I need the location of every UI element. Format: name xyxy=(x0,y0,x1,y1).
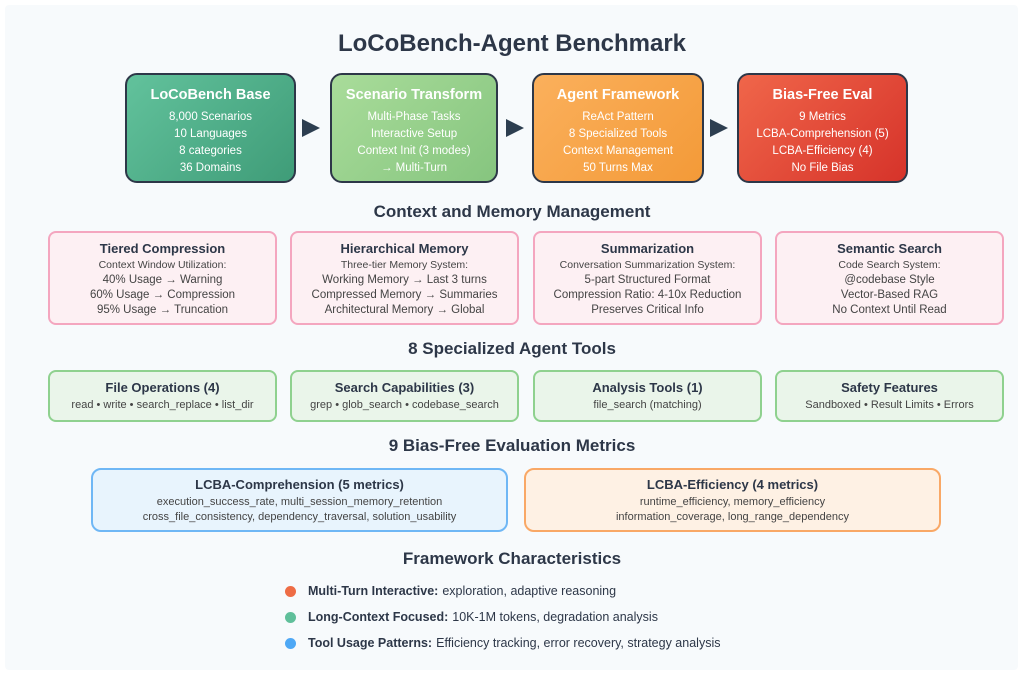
item-text: Efficiency tracking, error recovery, str… xyxy=(436,636,721,650)
box-title: Agent Framework xyxy=(556,87,680,103)
characteristic-item: Multi-Turn Interactive: exploration, adap… xyxy=(285,584,616,598)
box-title: Bias-Free Eval xyxy=(772,87,873,103)
box-line: 8 Specialized Tools xyxy=(568,128,668,140)
card-line: Vector-Based RAG xyxy=(840,289,939,301)
item-label: Multi-Turn Interactive: xyxy=(308,584,439,598)
box-line: 8,000 Scenarios xyxy=(168,111,253,123)
metric-card-comprehension: LCBA-Comprehension (5 metrics) execution_… xyxy=(91,468,508,532)
card-line: @codebase Style xyxy=(844,274,935,286)
card-title: Safety Features xyxy=(841,380,938,395)
box-line: LCBA-Comprehension (5) xyxy=(756,128,889,140)
bullet-dot-icon xyxy=(285,585,296,597)
box-line: 10 Languages xyxy=(174,128,247,140)
item-label: Tool Usage Patterns: xyxy=(308,636,433,650)
card-line: 40% Usage → Warning xyxy=(102,274,223,286)
item-text: 10K-1M tokens, degradation analysis xyxy=(452,610,658,624)
card-title: Tiered Compression xyxy=(99,241,226,256)
section-heading-characteristics: Framework Characteristics xyxy=(402,549,622,568)
card-line: runtime_efficiency, memory_efficiency xyxy=(639,496,826,508)
metric-card-efficiency: LCBA-Efficiency (4 metrics) runtime_effic… xyxy=(524,468,941,532)
card-line: Architectural Memory → Global xyxy=(324,304,485,316)
box-line: Multi-Phase Tasks xyxy=(367,111,461,123)
card-title: Semantic Search xyxy=(837,241,942,256)
tool-card: Search Capabilities (3) grep • glob_searc… xyxy=(290,370,519,422)
arrow-right-icon xyxy=(710,119,728,137)
card-title: File Operations (4) xyxy=(105,380,220,395)
memory-card: Hierarchical Memory Three-tier Memory Sys… xyxy=(290,231,519,325)
card-subtitle: Three-tier Memory System: xyxy=(340,259,469,271)
box-line: → Multi-Turn xyxy=(380,162,448,174)
tool-card: Analysis Tools (1) file_search (matching) xyxy=(533,370,762,422)
card-line: execution_success_rate, multi_session_me… xyxy=(156,496,443,508)
pipeline-box-transform: Scenario Transform Multi-Phase Tasks Inte… xyxy=(330,73,498,183)
card-line: grep • glob_search • codebase_search xyxy=(310,399,499,411)
section-heading-memory: Context and Memory Management xyxy=(373,202,651,221)
box-title: Scenario Transform xyxy=(345,87,483,103)
item-label: Long-Context Focused: xyxy=(308,610,449,624)
box-line: 8 categories xyxy=(179,145,242,157)
card-line: 95% Usage → Truncation xyxy=(96,304,229,316)
section-heading-tools: 8 Specialized Agent Tools xyxy=(408,339,616,358)
card-line: read • write • search_replace • list_dir xyxy=(71,399,254,411)
card-title: Search Capabilities (3) xyxy=(334,380,475,395)
card-line: Preserves Critical Info xyxy=(591,304,704,316)
box-line: 9 Metrics xyxy=(799,111,846,123)
card-subtitle: Conversation Summarization System: xyxy=(559,259,736,271)
characteristic-item: Tool Usage Patterns: Efficiency tracking,… xyxy=(285,636,720,650)
characteristic-item: Long-Context Focused: 10K-1M tokens, degr… xyxy=(285,610,658,624)
bullet-dot-icon xyxy=(285,637,296,649)
card-subtitle: Code Search System: xyxy=(838,259,941,271)
memory-card: Tiered Compression Context Window Utiliza… xyxy=(48,231,277,325)
box-line: Interactive Setup xyxy=(370,128,458,140)
pipeline-box-agent: Agent Framework ReAct Pattern 8 Specializ… xyxy=(532,73,704,183)
box-line: 50 Turns Max xyxy=(583,162,653,174)
box-line: 36 Domains xyxy=(179,162,242,174)
box-title: LoCoBench Base xyxy=(150,87,271,103)
item-text: exploration, adaptive reasoning xyxy=(442,584,617,598)
section-heading-metrics: 9 Bias-Free Evaluation Metrics xyxy=(388,436,636,455)
page-title: LoCoBench-Agent Benchmark xyxy=(337,30,687,57)
card-line: Compressed Memory → Summaries xyxy=(311,289,498,301)
box-line: Context Management xyxy=(563,145,673,157)
box-line: Context Init (3 modes) xyxy=(357,145,471,157)
card-line: 5-part Structured Format xyxy=(584,274,711,286)
bullet-dot-icon xyxy=(285,611,296,623)
card-title: LCBA-Comprehension (5 metrics) xyxy=(195,477,404,492)
card-line: Compression Ratio: 4-10x Reduction xyxy=(553,289,742,301)
box-line: No File Bias xyxy=(791,162,854,174)
pipeline-box-base: LoCoBench Base 8,000 Scenarios 10 Languag… xyxy=(125,73,296,183)
card-subtitle: Context Window Utilization: xyxy=(98,259,227,271)
box-line: LCBA-Efficiency (4) xyxy=(772,145,873,157)
tool-card: File Operations (4) read • write • search… xyxy=(48,370,277,422)
memory-card: Summarization Conversation Summarization … xyxy=(533,231,762,325)
arrow-right-icon xyxy=(506,119,524,137)
memory-card: Semantic Search Code Search System: @codeb… xyxy=(775,231,1004,325)
card-line: information_coverage, long_range_depende… xyxy=(615,511,849,523)
card-line: Sandboxed • Result Limits • Errors xyxy=(805,399,974,411)
card-line: cross_file_consistency, dependency_trave… xyxy=(142,511,457,523)
card-line: 60% Usage → Compression xyxy=(89,289,236,301)
card-title: Summarization xyxy=(600,241,695,256)
tool-card: Safety Features Sandboxed • Result Limits… xyxy=(775,370,1004,422)
arrow-right-icon xyxy=(302,119,320,137)
box-line: ReAct Pattern xyxy=(582,111,654,123)
card-line: No Context Until Read xyxy=(832,304,947,316)
card-title: Hierarchical Memory xyxy=(340,241,469,256)
card-title: LCBA-Efficiency (4 metrics) xyxy=(646,477,819,492)
card-line: file_search (matching) xyxy=(593,399,702,411)
card-title: Analysis Tools (1) xyxy=(592,380,703,395)
card-line: Working Memory → Last 3 turns xyxy=(322,274,487,286)
pipeline-box-eval: Bias-Free Eval 9 Metrics LCBA-Comprehensi… xyxy=(737,73,908,183)
